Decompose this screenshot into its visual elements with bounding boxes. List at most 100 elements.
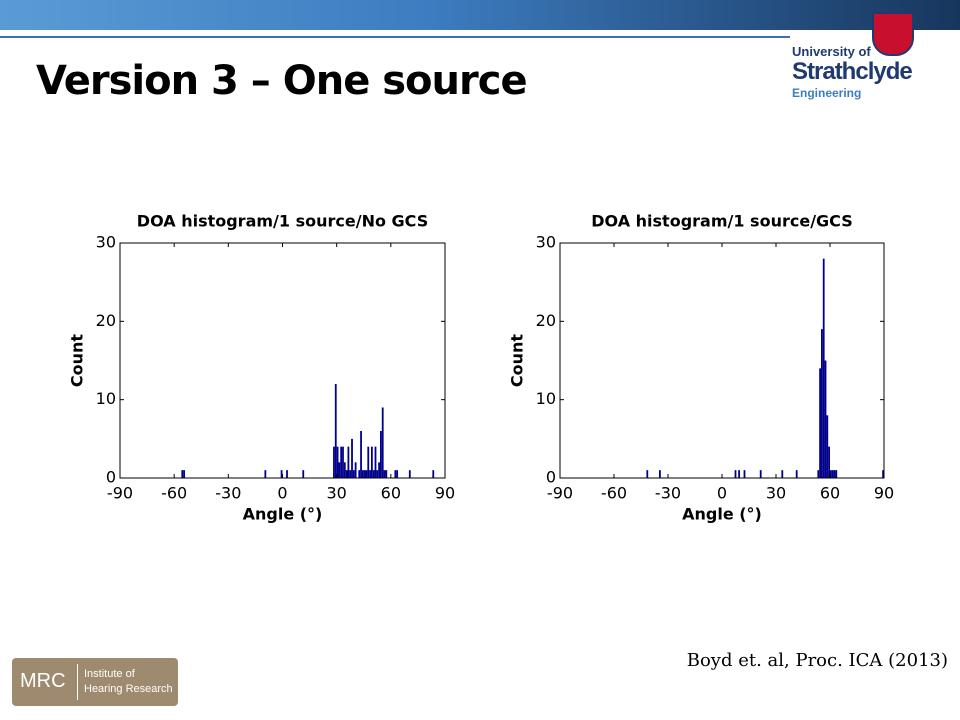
bar <box>759 470 762 478</box>
bar <box>380 431 382 478</box>
y-axis-label: Count <box>508 334 527 388</box>
bar <box>351 438 353 478</box>
y-tick-label: 30 <box>96 233 116 252</box>
bar <box>349 470 352 478</box>
chart-title: DOA histogram/1 source/No GCS <box>137 212 428 231</box>
mrc-logo: MRC Institute of Hearing Research <box>12 658 178 706</box>
bar <box>830 470 832 478</box>
x-tick-label: -60 <box>601 484 627 503</box>
header-line <box>0 36 790 38</box>
slide-title: Version 3 – One source <box>36 58 528 104</box>
bar <box>338 462 341 478</box>
bar <box>374 446 377 478</box>
bar <box>363 470 366 478</box>
bar <box>280 470 283 478</box>
y-tick-label: 10 <box>536 389 556 408</box>
bar <box>336 446 339 478</box>
x-tick-label: 30 <box>326 484 346 503</box>
bar <box>821 329 823 478</box>
bar <box>819 368 821 478</box>
bar <box>369 470 371 478</box>
y-axis-label: Count <box>68 334 87 388</box>
bar <box>383 470 386 478</box>
y-tick-label: 0 <box>546 468 556 487</box>
bar <box>378 462 380 478</box>
x-tick-label: 60 <box>381 484 401 503</box>
x-tick-label: 60 <box>820 484 840 503</box>
x-tick-label: -60 <box>161 484 187 503</box>
x-tick-label: -30 <box>655 484 681 503</box>
plot-frame <box>559 242 885 479</box>
chart-title: DOA histogram/1 source/GCS <box>591 212 852 231</box>
x-axis-label: Angle (°) <box>243 505 323 524</box>
bar <box>367 446 370 478</box>
bar <box>646 470 649 478</box>
separator <box>77 664 78 700</box>
bar <box>264 470 267 478</box>
bar <box>361 470 364 478</box>
bar <box>372 470 375 478</box>
header-bar <box>0 0 960 30</box>
x-tick-label: 0 <box>717 484 727 503</box>
bar <box>343 462 346 478</box>
y-tick-label: 10 <box>96 389 116 408</box>
bar <box>833 470 836 478</box>
bar <box>882 470 884 478</box>
bar <box>795 470 798 478</box>
bar <box>342 446 344 478</box>
bar <box>831 470 834 478</box>
y-tick-label: 30 <box>536 233 556 252</box>
citation: Boyd et. al, Proc. ICA (2013) <box>686 650 948 671</box>
logo-text: Strathclyde <box>792 58 913 85</box>
plot-frame <box>119 242 446 479</box>
bar <box>659 470 661 478</box>
bar <box>738 470 740 478</box>
bar <box>394 470 397 478</box>
bar <box>781 470 784 478</box>
x-tick-label: -30 <box>215 484 241 503</box>
logo-text: University of <box>792 44 871 59</box>
bar <box>345 470 348 478</box>
bar <box>302 470 305 478</box>
bar <box>334 384 337 478</box>
bar <box>358 470 361 478</box>
bar <box>432 470 435 478</box>
x-axis-label: Angle (°) <box>682 505 762 524</box>
bar <box>734 470 737 478</box>
bar <box>370 446 373 478</box>
bar <box>354 462 357 478</box>
bar <box>347 446 350 478</box>
bar <box>828 446 830 478</box>
bar <box>822 258 825 478</box>
y-tick-label: 20 <box>96 311 116 330</box>
bar <box>824 360 827 478</box>
y-tick-label: 0 <box>106 468 116 487</box>
mrc-text: MRC <box>20 670 66 692</box>
bar <box>365 470 368 478</box>
bar <box>408 470 411 478</box>
bar <box>381 407 384 478</box>
crest <box>872 12 914 56</box>
x-tick-label: 30 <box>766 484 786 503</box>
mrc-text: Institute of <box>84 668 135 680</box>
y-tick-label: 20 <box>536 311 556 330</box>
bar <box>385 470 388 478</box>
bar <box>396 470 399 478</box>
mrc-text: Hearing Research <box>84 683 173 695</box>
bar <box>743 470 746 478</box>
bar <box>286 470 288 478</box>
x-tick-label: 90 <box>874 484 894 503</box>
logo-text: Engineering <box>792 86 862 100</box>
bar <box>826 415 829 478</box>
bar <box>360 431 362 478</box>
bar <box>817 470 820 478</box>
bar <box>333 446 335 478</box>
x-tick-label: -90 <box>547 484 573 503</box>
university-logo: University of Strathclyde Engineering <box>792 12 932 102</box>
bar <box>181 470 184 478</box>
bar <box>352 470 355 478</box>
x-tick-label: -90 <box>107 484 133 503</box>
bar <box>376 470 379 478</box>
